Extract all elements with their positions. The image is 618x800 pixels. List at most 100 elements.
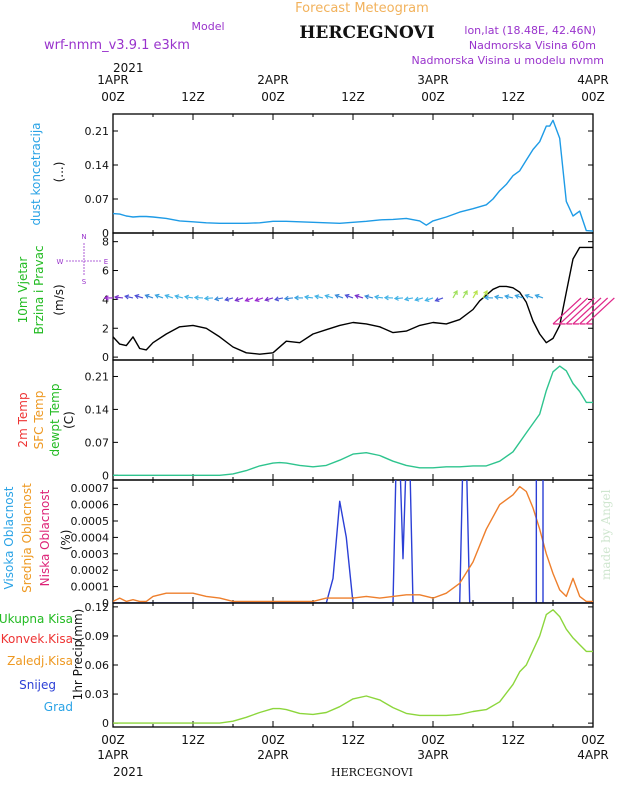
top-tick-hour-3: 12Z [341,90,365,104]
wind-arrow-head-28 [383,295,389,301]
credit: made by Angel [599,489,613,580]
bottom-tick-date-2: 2APR [257,748,288,762]
cloud-ytick-label-2: 0.0002 [71,564,110,577]
precip-frame [112,602,594,728]
dust-labels: dust koncetracija (...) [29,122,66,225]
wind-arrow-8 [185,296,194,299]
wind-arrow-27 [374,296,384,299]
wind-ytick-label-4: 8 [102,236,109,249]
temp-labels: 2m Temp SFC Temp dewpt Temp (C) [16,384,76,457]
coords: lon,lat (18.48E, 42.46N) [464,24,596,37]
wind-arrow-head-18 [283,295,289,301]
legend-grad: Grad [44,700,73,714]
wind-arrow-head-30 [403,296,410,302]
cloud-labels: Visoka Oblacnost Srednja Oblacnost Niska… [2,483,73,593]
top-tick-hour-2: 00Z [261,90,285,104]
wind-label-2: Brzina i Pravac [32,245,46,334]
bottom-tick-hour-1: 12Z [181,733,205,747]
wind-arrow-head-1 [113,294,119,300]
wind-barb-3 [572,297,602,325]
wind-arrow-20 [304,296,314,299]
wind-arrow-6 [165,294,174,299]
wind-barb-1 [559,297,589,325]
cloud-ytick-label-1: 0.0001 [71,581,110,594]
bottom-tick-date-0: 1APR [97,748,128,762]
wind-arrow-head-6 [164,294,170,299]
wind-arrow-22 [325,294,334,299]
location-title: HERCEGNOVI [299,23,434,43]
wind-arrow-head-15 [254,297,260,302]
cloud-series-0 [113,480,593,603]
wind-arrow-head-36 [473,289,478,296]
year-top: 2021 [113,61,144,75]
wind-arrow-head-43 [534,293,540,299]
wind-arrow-head-26 [364,294,370,300]
dust-ytick-label-3: 0.21 [85,125,110,138]
bottom-tick-hour-0: 00Z [101,733,125,747]
top-tick-date-2: 2APR [257,73,288,87]
dust-frame [112,113,594,234]
cloud-panel: 0 0.0001 0.0002 0.0003 0.0004 0.0005 0.0006 0.0… [71,479,594,610]
year-bottom: 2021 [113,765,144,779]
dust-ytick-label-2: 0.14 [85,159,110,172]
compass-w: W [57,258,64,266]
wind-arrow-head-12 [224,296,230,302]
wind-ytick-label-1: 2 [102,322,109,335]
wind-barb-0 [552,297,582,325]
precip-ytick-label-1: 0.03 [85,688,110,701]
wind-arrow-head-37 [483,289,488,296]
wind-arrow-24 [345,294,354,299]
wind-arrow-head-4 [144,293,150,299]
wind-arrow-head-41 [514,294,520,299]
wind-arrow-head-31 [414,296,420,302]
wind-barb-5 [585,297,615,325]
compass-n: N [81,233,86,241]
wind-ytick-label-2: 4 [102,293,109,306]
temp-unit: (C) [62,411,76,429]
bottom-tick-hour-5: 12Z [501,733,525,747]
legend-ukupna: Ukupna Kisa [0,612,73,626]
wind-arrow-head-14 [244,297,250,302]
wind-arrow-41 [515,294,524,299]
wind-arrow-36 [472,290,478,299]
precip-series-0 [113,609,593,724]
wind-arrow-1 [114,296,124,299]
cloud-label-low: Niska Oblacnost [38,489,52,586]
temp-ytick-label-2: 0.14 [85,403,110,416]
precip-ytick-label-0: 0 [102,717,109,730]
wind-label: 10m Vjetar [16,257,30,324]
cloud-ytick-label-5: 0.0005 [71,515,110,528]
wind-arrow-15 [255,297,264,302]
top-tick-hour-4: 00Z [421,90,445,104]
top-tick-date-4: 3APR [417,73,448,87]
wind-arrow-head-11 [213,296,220,302]
wind-arrow-23 [335,294,344,299]
wind-arrow-17 [275,297,284,301]
cloud-ytick-label-7: 0.0007 [71,482,110,495]
wind-arrow-18 [284,297,294,300]
wind-arrow-head-25 [354,294,360,299]
wind-arrow-head-2 [124,294,130,300]
precip-ytick-label-2: 0.06 [85,659,110,672]
wind-arrow-head-20 [303,294,309,300]
cloud-series-1 [113,485,593,603]
elevation: Nadmorska Visina 60m [469,39,596,52]
wind-arrow-head-8 [183,294,190,300]
wind-arrow-head-32 [424,297,430,302]
legend-zaledj: Zaledj.Kisa [7,654,73,668]
subtitle: Forecast Meteogram [295,1,429,16]
top-tick-date-6: 4APR [577,73,608,87]
wind-arrow-39 [494,296,504,299]
cloud-ytick-label-0: 0 [102,597,109,610]
wind-arrow-head-23 [334,293,340,299]
footer-location: HERCEGNOVI [331,766,413,779]
top-tick-date-0: 1APR [97,73,128,87]
wind-arrow-29 [394,297,404,300]
top-tick-hour-5: 12Z [501,90,525,104]
temp-ytick-label-1: 0.07 [85,436,110,449]
dust-unit: (...) [52,162,66,183]
wind-arrow-13 [235,297,244,302]
wind-arrow-head-22 [324,294,330,299]
top-time-axis: 1APR 00Z 12Z 2APR 00Z 12Z 3APR 00Z 12Z 4APR 00Z [97,73,608,104]
